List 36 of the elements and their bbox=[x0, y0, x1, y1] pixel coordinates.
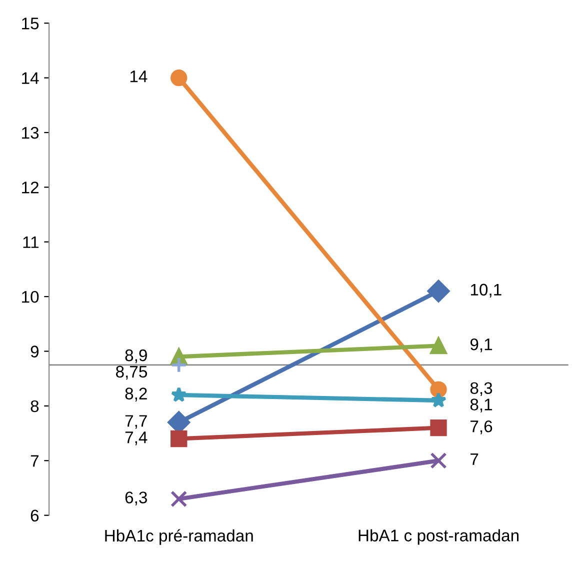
x-tick-label: HbA1c pré-ramadan bbox=[105, 529, 253, 545]
y-tick-label: 9 bbox=[30, 346, 39, 358]
data-label: 7,7 bbox=[125, 415, 147, 429]
point bbox=[170, 356, 188, 374]
y-tick-label: 7 bbox=[30, 455, 38, 467]
x-tick-label: HbA1 c post-ramadan bbox=[358, 529, 518, 545]
point bbox=[170, 490, 188, 508]
data-label: 7 bbox=[470, 453, 478, 465]
data-label: 9,1 bbox=[470, 338, 492, 352]
data-label: 14 bbox=[130, 70, 148, 82]
y-tick-label: 13 bbox=[22, 126, 39, 139]
y-tick-label: 14 bbox=[22, 72, 39, 84]
data-label: 6,3 bbox=[125, 492, 147, 506]
y-tick-label: 15 bbox=[22, 18, 39, 30]
point bbox=[170, 430, 188, 448]
point bbox=[170, 70, 188, 86]
data-label: 8,3 bbox=[470, 382, 492, 396]
y-tick-label: 10 bbox=[22, 290, 39, 303]
point bbox=[430, 381, 447, 398]
point bbox=[170, 386, 187, 402]
point bbox=[430, 452, 447, 469]
data-label: 8,75 bbox=[116, 366, 148, 380]
y-tick-label: 6 bbox=[30, 510, 39, 522]
point bbox=[430, 419, 447, 436]
y-tick-label: 8 bbox=[30, 400, 39, 412]
point bbox=[427, 280, 450, 302]
y-tick-label: 12 bbox=[22, 182, 38, 194]
data-label: 10,1 bbox=[470, 284, 502, 298]
data-label: 7,6 bbox=[470, 420, 492, 434]
point bbox=[430, 337, 447, 354]
data-label: 7,4 bbox=[125, 432, 148, 446]
y-tick-label: 11 bbox=[23, 236, 39, 248]
data-label: 8,2 bbox=[125, 388, 147, 402]
data-label: 8,1 bbox=[470, 398, 492, 412]
point bbox=[430, 392, 447, 408]
data-label: 8,9 bbox=[125, 349, 147, 364]
